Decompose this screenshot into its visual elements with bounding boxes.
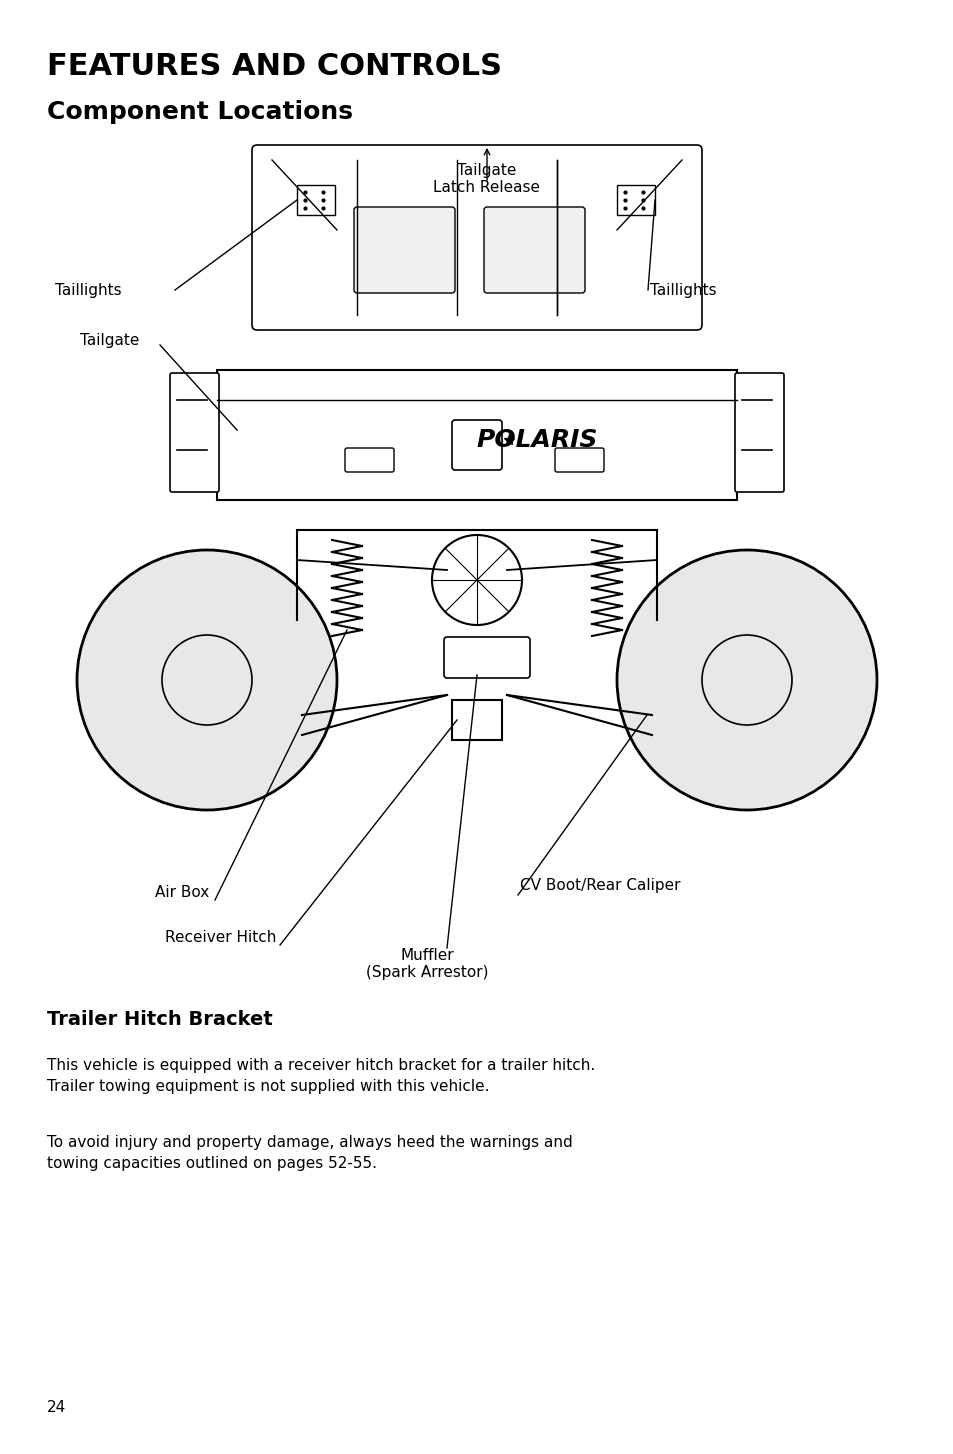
FancyBboxPatch shape bbox=[170, 374, 219, 491]
Text: Component Locations: Component Locations bbox=[47, 100, 353, 124]
FancyBboxPatch shape bbox=[345, 448, 394, 473]
Text: To avoid injury and property damage, always heed the warnings and
towing capacit: To avoid injury and property damage, alw… bbox=[47, 1136, 572, 1170]
Text: 24: 24 bbox=[47, 1400, 66, 1415]
Text: Trailer Hitch Bracket: Trailer Hitch Bracket bbox=[47, 1011, 273, 1029]
Circle shape bbox=[617, 550, 876, 810]
Text: This vehicle is equipped with a receiver hitch bracket for a trailer hitch.
Trai: This vehicle is equipped with a receiver… bbox=[47, 1059, 595, 1093]
Bar bbox=[296, 185, 335, 215]
Bar bbox=[452, 699, 501, 740]
Text: POLARIS: POLARIS bbox=[476, 427, 598, 452]
FancyBboxPatch shape bbox=[734, 374, 783, 491]
Text: FEATURES AND CONTROLS: FEATURES AND CONTROLS bbox=[47, 52, 501, 81]
Text: Taillights: Taillights bbox=[55, 282, 121, 298]
Text: Muffler
(Spark Arrestor): Muffler (Spark Arrestor) bbox=[365, 948, 488, 980]
Circle shape bbox=[77, 550, 336, 810]
Bar bbox=[216, 369, 737, 500]
FancyBboxPatch shape bbox=[252, 145, 701, 330]
FancyBboxPatch shape bbox=[354, 206, 455, 294]
FancyBboxPatch shape bbox=[555, 448, 603, 473]
Text: CV Boot/Rear Caliper: CV Boot/Rear Caliper bbox=[519, 878, 679, 893]
FancyBboxPatch shape bbox=[452, 420, 501, 470]
Text: Taillights: Taillights bbox=[649, 282, 716, 298]
Text: Receiver Hitch: Receiver Hitch bbox=[165, 931, 276, 945]
Text: Tailgate
Latch Release: Tailgate Latch Release bbox=[433, 163, 540, 195]
Bar bbox=[617, 185, 655, 215]
Text: Tailgate: Tailgate bbox=[80, 333, 139, 348]
FancyBboxPatch shape bbox=[443, 637, 530, 678]
Text: Air Box: Air Box bbox=[154, 885, 209, 900]
FancyBboxPatch shape bbox=[483, 206, 584, 294]
